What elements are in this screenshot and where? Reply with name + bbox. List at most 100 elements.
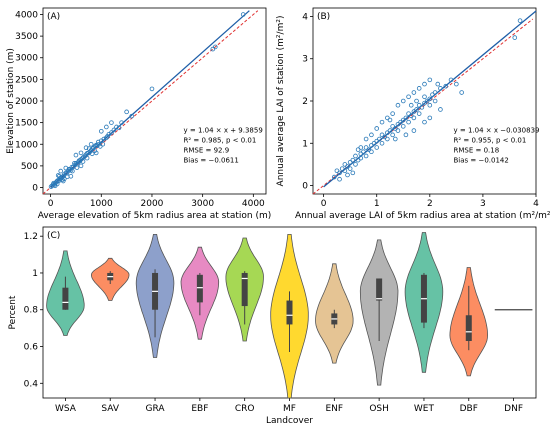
panel-1: 0 1 2 3 4 0 1 2 3 4 (B) y = 1.04 × x −0.030839 R² = … [276,7,550,221]
data-point [100,141,106,147]
data-point [86,146,92,151]
y-tick-label: 0 [302,182,308,192]
stats-annotation-line: R² = 0.985, p < 0.01 [183,137,256,145]
data-point [355,147,361,152]
data-point [406,94,411,100]
data-point [74,165,80,170]
data-point [403,132,409,138]
data-point [387,117,393,123]
data-point [337,170,342,176]
y-tick-label: 4 [302,12,308,22]
data-point [104,135,109,141]
data-point [416,111,422,116]
data-point [129,113,134,119]
data-point [78,163,84,169]
x-tick-label: 4 [533,199,539,209]
data-point [422,81,427,87]
data-point [109,130,114,135]
data-point [72,160,77,166]
y-tick-label: 1500 [15,119,38,129]
violin-iqr-box [465,315,472,341]
data-point [432,90,438,95]
data-point [95,139,101,145]
x-tick-label: 1 [374,199,380,209]
data-point [459,90,464,95]
data-point [395,128,401,133]
x-tick-label: 3000 [191,199,214,209]
data-point [400,98,406,104]
y-tick-label: 1 [302,139,308,149]
y-tick-label: 1.2 [24,232,38,242]
data-point [419,105,425,110]
y-axis-label: Annual average LAI of station (m²/m²) [276,16,286,187]
data-point [89,151,95,157]
data-point [379,140,385,146]
data-point [104,124,109,130]
data-point [448,77,454,83]
x-axis-label: Average elevation of 5km radius area at … [38,211,272,221]
data-point [408,102,414,108]
y-tick-label: 3000 [15,54,38,64]
data-point [65,174,70,179]
data-point [369,132,374,138]
data-point [78,150,84,156]
data-point [377,136,382,142]
stats-annotation-line: RMSE = 92.9 [183,147,229,155]
x-tick-label: WET [414,404,435,414]
data-point [411,115,417,121]
stats-annotation-line: Bias = −0.0142 [453,157,508,165]
violin-iqr-box [241,272,248,307]
data-point [400,124,406,129]
violin-iqr-box [196,274,203,303]
y-tick-label: 1000 [15,140,38,150]
y-tick-label: 0.8 [24,306,39,316]
stats-annotation-line: RMSE = 0.18 [453,147,499,155]
data-point [213,44,218,50]
data-point [342,168,348,174]
data-point [331,174,337,180]
x-tick-label: EBF [191,404,208,414]
data-point [353,153,358,159]
x-tick-label: 1000 [90,199,113,209]
x-axis-label: Annual average LAI of 5km radius area at… [295,211,550,221]
data-point [392,136,398,142]
data-point [109,120,114,125]
y-axis-label: Elevation of station (m) [6,48,16,154]
data-point [427,102,433,108]
x-tick-label: CRO [235,404,255,414]
data-point [379,119,385,125]
data-point [76,158,82,163]
data-point [88,141,94,147]
data-point [422,119,427,125]
data-point [414,98,419,104]
data-point [61,176,67,182]
panel-2: 0.4 0.6 0.8 1 1.2 WSA SAV GRA EBF CRO MF ENF OSH WET D… [8,226,537,426]
data-point [363,136,369,142]
x-tick-label: ENF [326,404,344,414]
x-tick-label: SAV [101,404,119,414]
data-point [427,96,433,102]
violin-iqr-box [62,287,69,310]
data-point [210,46,216,52]
data-point [114,124,119,130]
x-tick-label: 0 [321,199,327,209]
y-tick-label: 3500 [15,32,38,42]
data-point [512,35,518,40]
data-point [345,172,350,178]
data-point [66,167,72,172]
violin-iqr-box [376,278,383,301]
y-tick-label: 0.4 [24,379,39,389]
data-point [84,155,90,161]
data-point [435,81,441,87]
x-tick-label: DNF [504,404,523,414]
y-tick-label: 2500 [15,75,38,85]
y-tick-label: 4000 [15,10,38,20]
data-point [347,166,353,171]
panel-0: 0 1000 2000 3000 4000 0 500 1000 1500 2000 2500 300… [6,7,272,221]
data-point [432,98,438,104]
data-point [358,155,364,161]
x-axis-label: Landcover [266,416,313,426]
x-tick-label: OSH [369,404,389,414]
y-tick-label: 1 [32,269,38,279]
